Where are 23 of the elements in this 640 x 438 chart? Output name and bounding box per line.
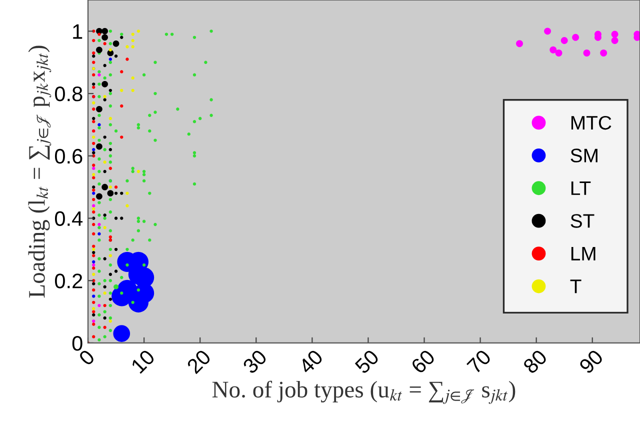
text: Loading (l$_{kt}$ = ∑$_{j∈𝒥}$ p$_{jk}$x$_{jkt}$) — [28, 46, 52, 298]
legend-label: LT — [571, 182, 591, 195]
x-tick-label: 90 — [578, 348, 604, 374]
y-tick-label: 0.4 — [54, 211, 83, 226]
y-tick-label: 0.6 — [54, 148, 82, 164]
legend-label: ST — [570, 214, 594, 228]
y-tick-label: 1 — [73, 24, 82, 39]
x-tick-label: 60 — [410, 348, 436, 374]
x-tick-label: 40 — [298, 348, 324, 375]
x-tick-label: 20 — [186, 348, 212, 374]
y-tick-label: 0 — [72, 336, 82, 351]
legend-label: SM — [570, 148, 598, 162]
x-tick-label: 70 — [466, 348, 492, 374]
x-tick-label: 80 — [522, 348, 548, 374]
y-tick-label: 0.2 — [54, 274, 82, 288]
legend-label: T — [570, 280, 582, 294]
x-tick-label: 10 — [130, 348, 156, 374]
y-tick-label: 0.8 — [54, 86, 82, 102]
x-tick-label: 50 — [354, 348, 380, 374]
legend-label: MTC — [571, 116, 612, 130]
x-tick-label: 30 — [242, 348, 268, 374]
legend-label: LM — [571, 246, 596, 260]
x-axis-title: No. of job types (u$_{kt}$ = ∑$_{j∈𝒥}$ s$_{jkt}$) — [212, 380, 516, 404]
